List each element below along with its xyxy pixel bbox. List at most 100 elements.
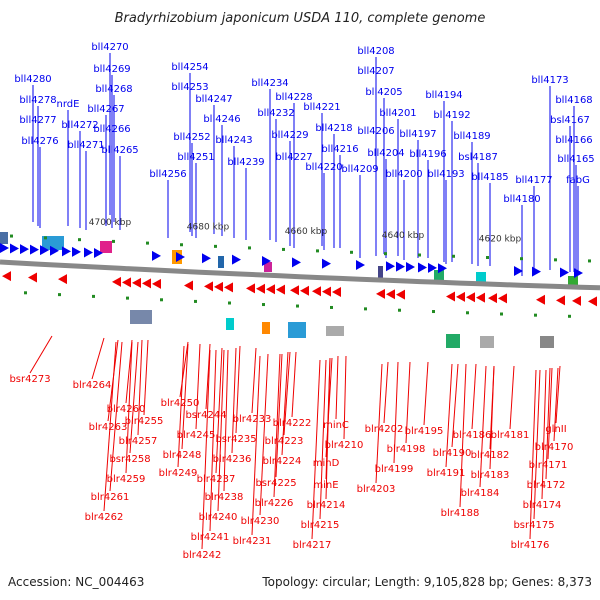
forward-gene-arrow — [396, 261, 405, 272]
forward-gene-label: bll4280 — [14, 74, 51, 85]
feature-block — [226, 318, 234, 330]
reverse-gene-line — [251, 347, 257, 414]
reverse-gene-label: blr4250 — [161, 398, 200, 409]
forward-gene-arrow — [514, 265, 523, 276]
feature-marker — [316, 249, 319, 253]
feature-marker — [418, 253, 421, 257]
reverse-gene-line — [217, 349, 225, 512]
reverse-gene-label: blr4264 — [73, 380, 112, 391]
forward-gene-arrow — [322, 258, 331, 269]
forward-gene-arrow — [438, 263, 447, 274]
forward-gene-label: bll4177 — [515, 175, 552, 186]
forward-gene-arrow — [202, 253, 211, 264]
forward-gene-arrow — [10, 243, 19, 254]
feature-block — [326, 326, 344, 336]
forward-gene-arrow — [72, 246, 81, 257]
reverse-gene-label: bsr4235 — [215, 434, 256, 445]
reverse-gene-arrow — [300, 285, 309, 296]
forward-gene-label: bll4185 — [471, 172, 508, 183]
feature-marker — [364, 307, 367, 311]
reverse-gene-label: bsr4258 — [109, 454, 150, 465]
feature-marker — [126, 296, 129, 300]
reverse-gene-label: blr4262 — [85, 512, 124, 523]
feature-marker — [58, 293, 61, 297]
reverse-gene-label: bsr4175 — [513, 520, 554, 531]
reverse-gene-line — [275, 353, 283, 478]
reverse-gene-label: blr4203 — [357, 484, 396, 495]
forward-gene-arrow — [84, 247, 93, 258]
forward-gene-label: bll4253 — [171, 82, 208, 93]
feature-block — [446, 334, 460, 348]
reverse-gene-line — [223, 349, 229, 492]
feature-marker — [350, 250, 353, 254]
reverse-gene-line — [143, 339, 149, 416]
topology-text: Topology: circular; Length: 9,105,828 bp… — [261, 575, 592, 589]
reverse-gene-label: blr4242 — [183, 550, 222, 561]
backbone-line — [0, 259, 600, 291]
forward-gene-label: bll4208 — [357, 46, 394, 57]
reverse-gene-label: blr4241 — [191, 532, 230, 543]
forward-gene-label: bll4278 — [19, 95, 56, 106]
feature-marker — [398, 308, 401, 312]
feature-marker — [534, 313, 537, 317]
tick-label: 4620 kbp — [479, 235, 522, 245]
feature-marker — [112, 239, 115, 243]
reverse-gene-line — [423, 361, 429, 426]
reverse-gene-label: blr4249 — [159, 468, 198, 479]
reverse-gene-label: blr4230 — [241, 516, 280, 527]
reverse-gene-label: bsr4273 — [9, 374, 50, 385]
forward-gene-label: bll4229 — [271, 130, 308, 141]
reverse-gene-label: blr4195 — [405, 426, 444, 437]
forward-gene-label: bll4194 — [425, 90, 462, 101]
reverse-gene-label: blr4245 — [177, 430, 216, 441]
forward-gene-arrow — [94, 247, 103, 258]
reverse-gene-line — [251, 355, 261, 536]
feature-block — [378, 266, 383, 280]
tick-label: 4660 kbp — [285, 227, 328, 237]
reverse-gene-lines — [29, 335, 561, 550]
reverse-gene-arrow — [396, 289, 405, 300]
forward-gene-arrow — [20, 244, 29, 255]
reverse-gene-line — [291, 351, 297, 418]
reverse-gene-arrow — [122, 277, 131, 288]
forward-gene-arrow — [406, 262, 415, 273]
reverse-gene-line — [555, 365, 561, 424]
reverse-gene-line — [451, 363, 459, 448]
reverse-gene-line — [215, 347, 223, 474]
feature-block — [540, 336, 554, 348]
reverse-gene-arrow — [588, 296, 597, 307]
reverse-gene-label: blr4199 — [375, 464, 414, 475]
forward-gene-arrow — [30, 244, 39, 255]
forward-gene-label: bll4206 — [357, 126, 394, 137]
forward-gene-label: bll4218 — [315, 123, 352, 134]
reverse-gene-line — [319, 359, 327, 520]
forward-gene-label: bll4220 — [305, 162, 342, 173]
reverse-gene-label: blr4186 — [453, 430, 492, 441]
feature-marker — [554, 258, 557, 262]
forward-gene-arrow — [152, 250, 161, 261]
reverse-gene-line — [273, 353, 281, 498]
reverse-gene-line — [281, 351, 289, 456]
reverse-gene-arrow — [290, 285, 299, 296]
reverse-gene-label: blr4222 — [273, 418, 312, 429]
forward-gene-label: bll4200 — [385, 169, 422, 180]
reverse-gene-line — [201, 349, 211, 550]
forward-gene-arrow — [292, 257, 301, 268]
feature-block — [42, 236, 64, 250]
reverse-gene-label: blr4184 — [461, 488, 500, 499]
feature-marker — [500, 312, 503, 316]
reverse-gene-arrow — [28, 272, 37, 283]
reverse-gene-label: blr4231 — [233, 536, 272, 547]
reverse-gene-arrow — [132, 277, 141, 288]
forward-gene-label: bll4265 — [101, 145, 138, 156]
forward-gene-arrow — [0, 243, 9, 253]
reverse-gene-arrow — [476, 292, 485, 303]
reverse-gene-line — [109, 341, 123, 492]
reverse-gene-arrow — [386, 289, 395, 300]
reverse-gene-line — [343, 355, 347, 440]
reverse-gene-line — [209, 349, 217, 532]
forward-gene-arrow — [532, 266, 541, 277]
reverse-gene-line — [235, 345, 241, 434]
feature-marker — [330, 305, 333, 309]
map-title: Bradyrhizobium japonicum USDA 110, compl… — [115, 11, 486, 26]
